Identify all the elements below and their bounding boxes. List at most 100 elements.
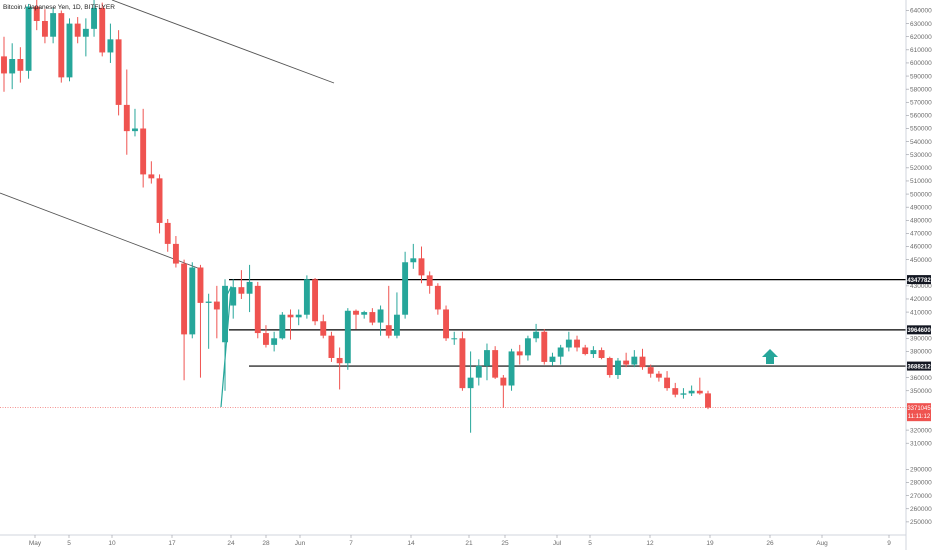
candle[interactable] — [574, 335, 580, 352]
candle[interactable] — [17, 47, 24, 83]
candle[interactable] — [410, 243, 417, 269]
candle[interactable] — [615, 357, 621, 379]
candle[interactable] — [99, 2, 106, 57]
candle[interactable] — [82, 18, 89, 57]
up-arrow-icon[interactable] — [220, 285, 236, 408]
candle[interactable] — [533, 323, 540, 343]
candle[interactable] — [549, 352, 556, 366]
candle[interactable] — [263, 325, 269, 348]
candle[interactable] — [598, 347, 605, 360]
candle[interactable] — [312, 277, 319, 326]
price-axis[interactable]: 2500000 2600000 2700000 2800000 2900000 31000… — [905, 0, 932, 550]
candles — [1, 0, 711, 433]
candle[interactable] — [443, 305, 449, 341]
candle[interactable] — [115, 30, 122, 116]
candle[interactable] — [246, 264, 253, 313]
candle[interactable] — [705, 390, 711, 410]
candle[interactable] — [33, 0, 40, 31]
candle[interactable] — [9, 43, 16, 90]
candle[interactable] — [664, 371, 671, 391]
candle[interactable] — [189, 262, 196, 339]
candle[interactable] — [353, 309, 359, 330]
candle[interactable] — [631, 350, 638, 368]
candle[interactable] — [172, 236, 179, 268]
candle[interactable] — [467, 351, 474, 433]
candle[interactable] — [41, 9, 48, 44]
candle[interactable] — [107, 23, 114, 63]
candle[interactable] — [451, 331, 458, 345]
y-tick-label: 4500000 — [910, 257, 932, 264]
candle[interactable] — [205, 293, 212, 349]
candle[interactable] — [344, 308, 351, 370]
candle[interactable] — [148, 161, 155, 184]
candle[interactable] — [516, 344, 523, 365]
candle[interactable] — [696, 377, 703, 395]
upper-trendline[interactable] — [111, 0, 335, 84]
candle[interactable] — [426, 271, 433, 294]
candle[interactable] — [524, 335, 531, 361]
candle[interactable] — [680, 388, 687, 399]
candle[interactable] — [213, 285, 220, 339]
candle[interactable] — [639, 348, 646, 370]
candle[interactable] — [1, 36, 7, 92]
candle[interactable] — [328, 331, 335, 362]
candle[interactable] — [50, 7, 57, 44]
forecast-up-arrow-icon[interactable] — [762, 349, 778, 364]
candle[interactable] — [492, 346, 499, 379]
candle[interactable] — [66, 18, 73, 82]
candle[interactable] — [197, 264, 204, 378]
candle[interactable] — [303, 275, 310, 319]
candle[interactable] — [295, 309, 302, 326]
candle[interactable] — [541, 329, 548, 365]
candle[interactable] — [393, 292, 400, 339]
candle[interactable] — [361, 310, 368, 319]
candle[interactable] — [402, 251, 409, 319]
candle[interactable] — [508, 348, 515, 391]
candle[interactable] — [582, 344, 589, 356]
candle[interactable] — [647, 364, 654, 378]
candle[interactable] — [91, 0, 97, 37]
candle[interactable] — [25, 3, 32, 79]
candle[interactable] — [222, 279, 228, 391]
candle[interactable] — [672, 382, 679, 398]
candle[interactable] — [132, 108, 138, 137]
candle[interactable] — [230, 279, 237, 319]
candle[interactable] — [418, 246, 425, 284]
candle-body — [91, 7, 97, 29]
candle[interactable] — [623, 352, 630, 368]
candle[interactable] — [140, 108, 147, 188]
candle[interactable] — [484, 343, 490, 381]
candle[interactable] — [606, 356, 613, 378]
candle-body — [574, 339, 580, 348]
candle[interactable] — [557, 344, 564, 365]
candle[interactable] — [688, 385, 695, 397]
candle[interactable] — [123, 69, 130, 155]
candle[interactable] — [655, 371, 662, 382]
candle[interactable] — [156, 174, 163, 234]
candle[interactable] — [58, 10, 65, 83]
candle[interactable] — [369, 308, 376, 326]
candle[interactable] — [500, 375, 507, 408]
candle[interactable] — [336, 347, 343, 390]
y-tick-label: 3600000 — [910, 375, 932, 382]
candle[interactable] — [565, 331, 572, 352]
candle[interactable] — [164, 218, 171, 252]
candle[interactable] — [254, 281, 261, 339]
candle[interactable] — [181, 259, 188, 381]
candle[interactable] — [279, 312, 286, 340]
candle[interactable] — [459, 331, 466, 391]
candle[interactable] — [434, 283, 441, 315]
lower-trendline[interactable] — [0, 192, 204, 271]
candle[interactable] — [475, 359, 482, 386]
candle[interactable] — [287, 309, 294, 340]
time-axis[interactable]: May 5 10 17 24 28 Jun 7 14 21 25 Jul 5 12 19 26 Aug 9 — [0, 534, 906, 547]
candle[interactable] — [238, 270, 245, 299]
candle[interactable] — [320, 314, 327, 339]
candle[interactable] — [590, 346, 597, 358]
candle[interactable] — [271, 331, 278, 352]
candle[interactable] — [385, 285, 392, 339]
candle[interactable] — [74, 17, 81, 44]
candle-body — [606, 357, 613, 376]
candle[interactable] — [377, 305, 384, 336]
